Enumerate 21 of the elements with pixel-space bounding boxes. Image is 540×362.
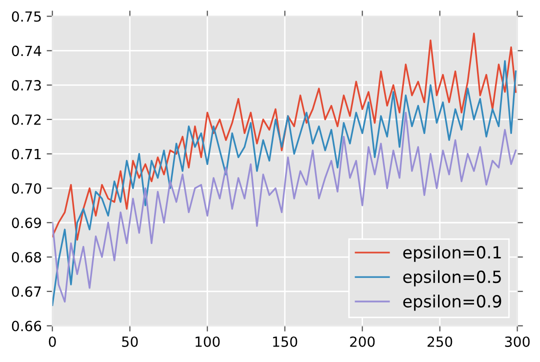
- y-tick-label: 0.72: [12, 114, 41, 125]
- y-tick-label: 0.69: [12, 218, 41, 228]
- y-tick-label: 0.66: [12, 320, 42, 332]
- legend-label: epsilon=0.1: [403, 246, 501, 262]
- x-tick-label: 250: [428, 336, 452, 347]
- y-tick-label: 0.68: [12, 252, 42, 262]
- x-tick-label: 100: [196, 336, 220, 347]
- legend-label: epsilon=0.9: [403, 294, 502, 311]
- x-tick-label: 300: [505, 336, 530, 347]
- x-tick-label: 0: [48, 336, 56, 347]
- y-tick-label: 0.75: [12, 11, 41, 22]
- y-tick-label: 0.74: [12, 46, 42, 56]
- y-tick-label: 0.70: [12, 183, 42, 194]
- x-tick-label: 150: [273, 336, 298, 347]
- y-tick-label: 0.67: [12, 286, 41, 297]
- x-tick-label: 200: [350, 336, 375, 347]
- legend-label: epsilon=0.5: [403, 270, 501, 286]
- x-tick-label: 50: [122, 336, 138, 347]
- y-tick-label: 0.73: [12, 80, 41, 91]
- line-series: [52, 32, 517, 241]
- y-tick-label: 0.71: [12, 148, 41, 160]
